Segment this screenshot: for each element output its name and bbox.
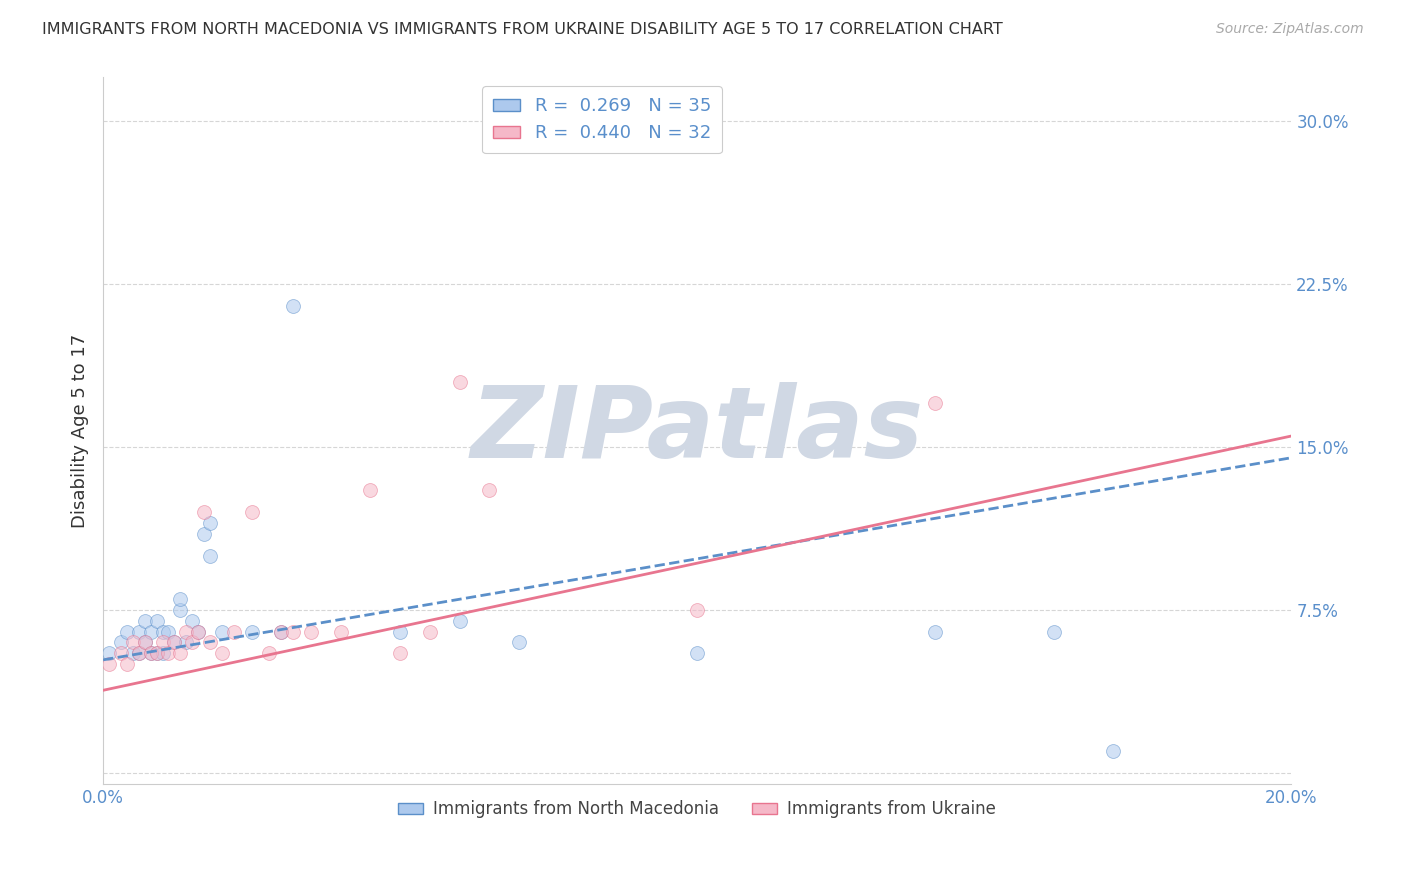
Point — [157, 646, 180, 660]
Point — [389, 624, 412, 639]
Point — [152, 646, 174, 660]
Point — [449, 614, 471, 628]
Point — [193, 526, 215, 541]
Point — [163, 635, 186, 649]
Legend: Immigrants from North Macedonia, Immigrants from Ukraine: Immigrants from North Macedonia, Immigra… — [391, 794, 1002, 825]
Point — [181, 635, 204, 649]
Point — [145, 614, 167, 628]
Point — [169, 592, 191, 607]
Point — [134, 614, 156, 628]
Point — [176, 624, 198, 639]
Point — [211, 624, 233, 639]
Point — [283, 624, 305, 639]
Point — [139, 646, 162, 660]
Point — [128, 646, 150, 660]
Point — [198, 549, 221, 563]
Point — [222, 624, 245, 639]
Point — [169, 646, 191, 660]
Point — [240, 624, 263, 639]
Point — [115, 624, 138, 639]
Point — [329, 624, 352, 639]
Point — [128, 624, 150, 639]
Text: Source: ZipAtlas.com: Source: ZipAtlas.com — [1216, 22, 1364, 37]
Y-axis label: Disability Age 5 to 17: Disability Age 5 to 17 — [72, 334, 89, 528]
Point — [187, 624, 209, 639]
Point — [187, 624, 209, 639]
Point — [193, 505, 215, 519]
Point — [198, 516, 221, 530]
Point — [270, 624, 292, 639]
Point — [128, 646, 150, 660]
Point — [139, 646, 162, 660]
Point — [134, 635, 156, 649]
Point — [478, 483, 501, 498]
Point — [152, 635, 174, 649]
Point — [134, 635, 156, 649]
Point — [924, 396, 946, 410]
Point — [145, 646, 167, 660]
Point — [419, 624, 441, 639]
Point — [121, 646, 143, 660]
Point — [686, 646, 709, 660]
Point — [169, 603, 191, 617]
Point — [508, 635, 530, 649]
Point — [359, 483, 381, 498]
Text: ZIPatlas: ZIPatlas — [471, 382, 924, 479]
Point — [259, 646, 281, 660]
Point — [98, 646, 121, 660]
Point — [157, 624, 180, 639]
Point — [299, 624, 322, 639]
Point — [198, 635, 221, 649]
Point — [152, 624, 174, 639]
Point — [181, 614, 204, 628]
Point — [98, 657, 121, 672]
Point — [449, 375, 471, 389]
Point — [110, 646, 132, 660]
Point — [145, 646, 167, 660]
Point — [121, 635, 143, 649]
Point — [389, 646, 412, 660]
Point — [115, 657, 138, 672]
Text: IMMIGRANTS FROM NORTH MACEDONIA VS IMMIGRANTS FROM UKRAINE DISABILITY AGE 5 TO 1: IMMIGRANTS FROM NORTH MACEDONIA VS IMMIG… — [42, 22, 1002, 37]
Point — [163, 635, 186, 649]
Point — [139, 624, 162, 639]
Point — [1042, 624, 1064, 639]
Point — [240, 505, 263, 519]
Point — [1102, 744, 1125, 758]
Point — [283, 299, 305, 313]
Point — [924, 624, 946, 639]
Point — [211, 646, 233, 660]
Point — [270, 624, 292, 639]
Point — [686, 603, 709, 617]
Point — [110, 635, 132, 649]
Point — [176, 635, 198, 649]
